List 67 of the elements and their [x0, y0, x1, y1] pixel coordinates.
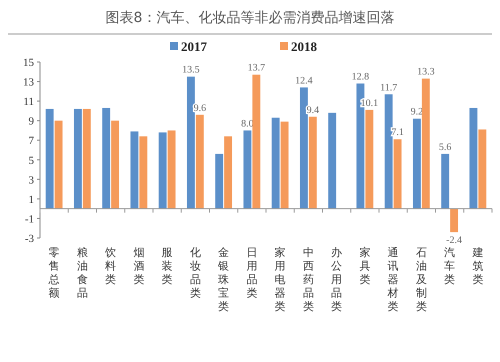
bar [139, 136, 148, 209]
x-tick-label: 中西药品类 [302, 246, 314, 313]
bar [215, 154, 224, 209]
y-tick-label: 7 [28, 135, 34, 148]
bar [308, 116, 317, 209]
y-tick-label: 9 [28, 116, 34, 128]
data-label: 13.7 [248, 62, 266, 74]
bar [46, 108, 54, 209]
y-tick-label: 11 [23, 96, 34, 108]
data-label: -2.4 [446, 235, 462, 246]
bar [54, 120, 63, 209]
x-tick-label: 金银珠宝类 [217, 246, 230, 313]
bar [168, 130, 176, 209]
x-tick-label: 家具类 [359, 246, 370, 286]
bar [102, 108, 110, 209]
x-tick-label: 烟酒类 [133, 246, 144, 286]
legend-label: 2017 [181, 39, 208, 54]
x-tick-label: 石油及制类 [416, 246, 427, 313]
bar [243, 130, 252, 209]
y-tick-label: 5 [28, 154, 34, 167]
chart-title: 图表8：汽车、化妆品等非必需消费品增速回落 [106, 10, 394, 26]
bar [186, 76, 195, 209]
x-tick-label: 建筑类 [471, 246, 484, 286]
bar [422, 78, 430, 209]
y-tick-label: -3 [24, 233, 34, 245]
bar [412, 118, 421, 209]
x-tick-label: 粮油食品 [76, 246, 88, 300]
legend-label: 2018 [291, 39, 318, 54]
y-tick-label: 1 [28, 194, 34, 206]
y-tick-label: 15 [23, 57, 34, 69]
data-label: 13.5 [182, 64, 200, 76]
bar [252, 74, 260, 209]
bar [469, 108, 478, 209]
bar [158, 132, 167, 209]
x-tick-label: 汽车类 [444, 246, 456, 286]
bar [394, 139, 402, 209]
x-tick-label: 办公用品类 [331, 246, 342, 313]
bar [130, 131, 138, 209]
data-label: 13.3 [417, 66, 435, 78]
bar [450, 208, 458, 232]
bar [328, 112, 336, 209]
y-tick-label: -1 [24, 213, 34, 226]
bar [224, 136, 232, 209]
data-label: 12.4 [295, 75, 313, 86]
bar [196, 114, 204, 209]
y-tick-label: 13 [23, 76, 34, 89]
x-tick-label: 零售总额 [48, 246, 60, 300]
bar [300, 87, 308, 209]
x-tick-label: 日用品类 [246, 246, 258, 300]
bar [280, 122, 289, 209]
y-tick-label: 3 [28, 174, 34, 186]
x-tick-label: 家用电器类 [274, 246, 286, 313]
bar [82, 108, 91, 209]
x-tick-label: 饮料类 [104, 246, 116, 286]
bar [365, 110, 374, 209]
x-tick-label: 化妆品类 [190, 246, 201, 300]
data-label: 5.6 [438, 142, 452, 153]
bar [272, 118, 280, 209]
data-label: 12.8 [352, 72, 370, 83]
data-label: 11.7 [380, 82, 398, 94]
x-tick-label: 通讯器材类 [386, 246, 399, 313]
bar [384, 94, 393, 209]
bar [111, 120, 120, 209]
bar [441, 154, 450, 209]
bar [478, 129, 486, 209]
x-tick-label: 服装类 [162, 246, 173, 286]
bar [74, 108, 82, 209]
